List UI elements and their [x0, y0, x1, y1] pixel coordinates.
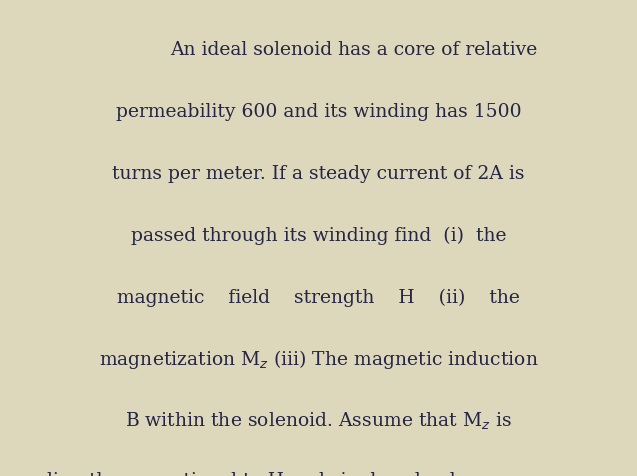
Text: permeability 600 and its winding has 1500: permeability 600 and its winding has 150…: [116, 103, 521, 121]
Text: magnetic    field    strength    H    (ii)    the: magnetic field strength H (ii) the: [117, 288, 520, 307]
Text: directly proportional to H and single valued.: directly proportional to H and single va…: [41, 472, 462, 476]
Text: magnetization M$_z$ (iii) The magnetic induction: magnetization M$_z$ (iii) The magnetic i…: [99, 348, 538, 371]
Text: turns per meter. If a steady current of 2A is: turns per meter. If a steady current of …: [112, 165, 525, 183]
Text: An ideal solenoid has a core of relative: An ideal solenoid has a core of relative: [170, 41, 537, 59]
Text: passed through its winding find  (i)  the: passed through its winding find (i) the: [131, 227, 506, 245]
Text: B within the solenoid. Assume that M$_z$ is: B within the solenoid. Assume that M$_z$…: [125, 411, 512, 432]
